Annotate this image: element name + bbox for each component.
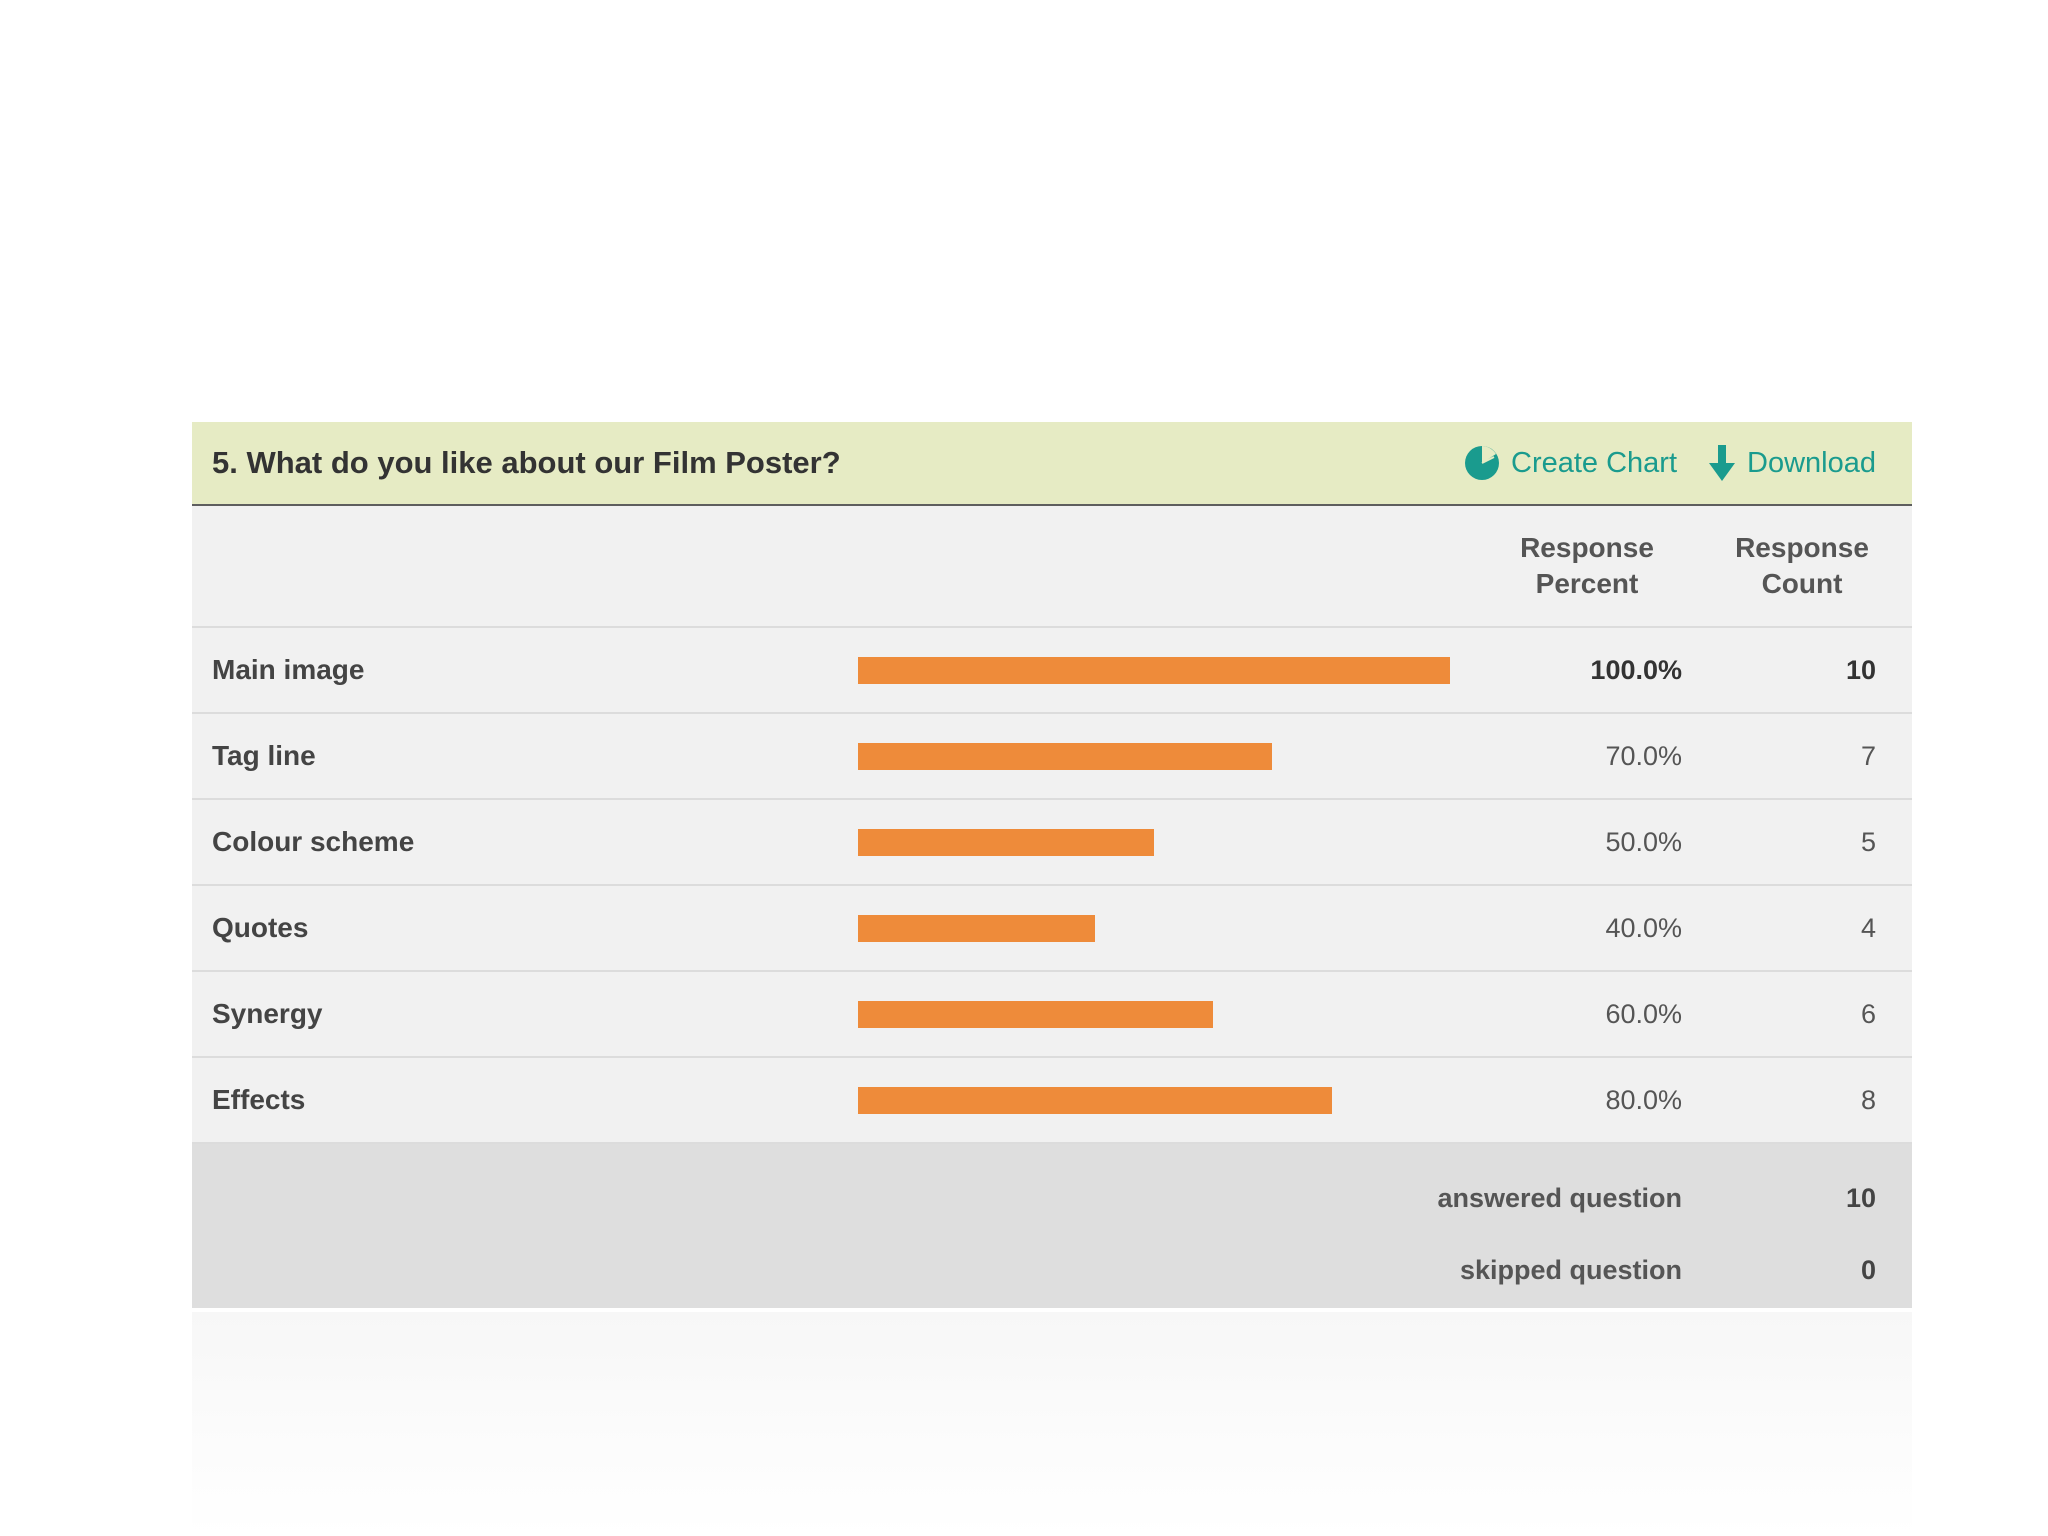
response-row: Tag line 70.0% 7 (192, 714, 1912, 800)
response-count: 4 (1860, 913, 1876, 943)
response-count-header: Response Count (1722, 530, 1882, 602)
summary-section: answered question 10 skipped question 0 (192, 1144, 1912, 1308)
response-bar (858, 915, 1095, 942)
skipped-label: skipped question (1459, 1255, 1682, 1285)
count-header-line1: Response (1735, 532, 1869, 563)
response-row: Quotes 40.0% 4 (192, 886, 1912, 972)
column-header-row: Response Percent Response Count (192, 506, 1912, 628)
response-percent: 80.0% (1605, 1085, 1682, 1115)
response-bar (858, 1087, 1332, 1114)
response-row: Main image 100.0% 10 (192, 628, 1912, 714)
question-header: 5. What do you like about our Film Poste… (192, 422, 1912, 506)
response-row: Colour scheme 50.0% 5 (192, 800, 1912, 886)
response-count: 10 (1845, 655, 1876, 685)
download-button[interactable]: Download (1707, 443, 1876, 483)
response-percent: 70.0% (1605, 741, 1682, 771)
answered-row: answered question 10 (192, 1162, 1912, 1234)
response-percent: 40.0% (1605, 913, 1682, 943)
response-percent: 100.0% (1590, 655, 1682, 685)
response-count: 8 (1860, 1085, 1876, 1115)
response-row: Effects 80.0% 8 (192, 1058, 1912, 1144)
percent-header-line2: Percent (1535, 568, 1639, 599)
category-label: Effects (212, 1084, 306, 1115)
category-label: Colour scheme (212, 826, 415, 857)
response-percent-header: Response Percent (1502, 530, 1672, 602)
skipped-row: skipped question 0 (192, 1234, 1912, 1306)
category-label: Synergy (212, 998, 323, 1029)
question-title: 5. What do you like about our Film Poste… (212, 445, 841, 480)
pie-chart-icon (1465, 446, 1499, 480)
percent-header-line1: Response (1520, 532, 1654, 563)
download-label: Download (1747, 446, 1876, 479)
response-percent: 60.0% (1605, 999, 1682, 1029)
category-label: Main image (212, 654, 365, 685)
category-label: Tag line (212, 740, 316, 771)
response-bar (858, 657, 1450, 684)
count-header-line2: Count (1761, 568, 1843, 599)
background-fade (192, 1312, 1912, 1536)
response-bar (858, 829, 1154, 856)
response-bar (858, 1001, 1213, 1028)
answered-value: 10 (1845, 1183, 1876, 1213)
response-percent: 50.0% (1605, 827, 1682, 857)
create-chart-button[interactable]: Create Chart (1463, 444, 1677, 482)
download-arrow-icon (1709, 445, 1736, 481)
response-count: 5 (1860, 827, 1876, 857)
create-chart-label: Create Chart (1511, 446, 1678, 479)
response-rows: Main image 100.0% 10 Tag line 70.0% 7 Colour s… (192, 628, 1912, 1144)
answered-label: answered question (1437, 1183, 1682, 1213)
skipped-value: 0 (1860, 1255, 1876, 1285)
category-label: Quotes (212, 912, 309, 943)
response-count: 6 (1860, 999, 1876, 1029)
response-count: 7 (1860, 741, 1876, 771)
survey-question-panel: 5. What do you like about our Film Poste… (192, 422, 1912, 1308)
response-row: Synergy 60.0% 6 (192, 972, 1912, 1058)
response-bar (858, 743, 1272, 770)
